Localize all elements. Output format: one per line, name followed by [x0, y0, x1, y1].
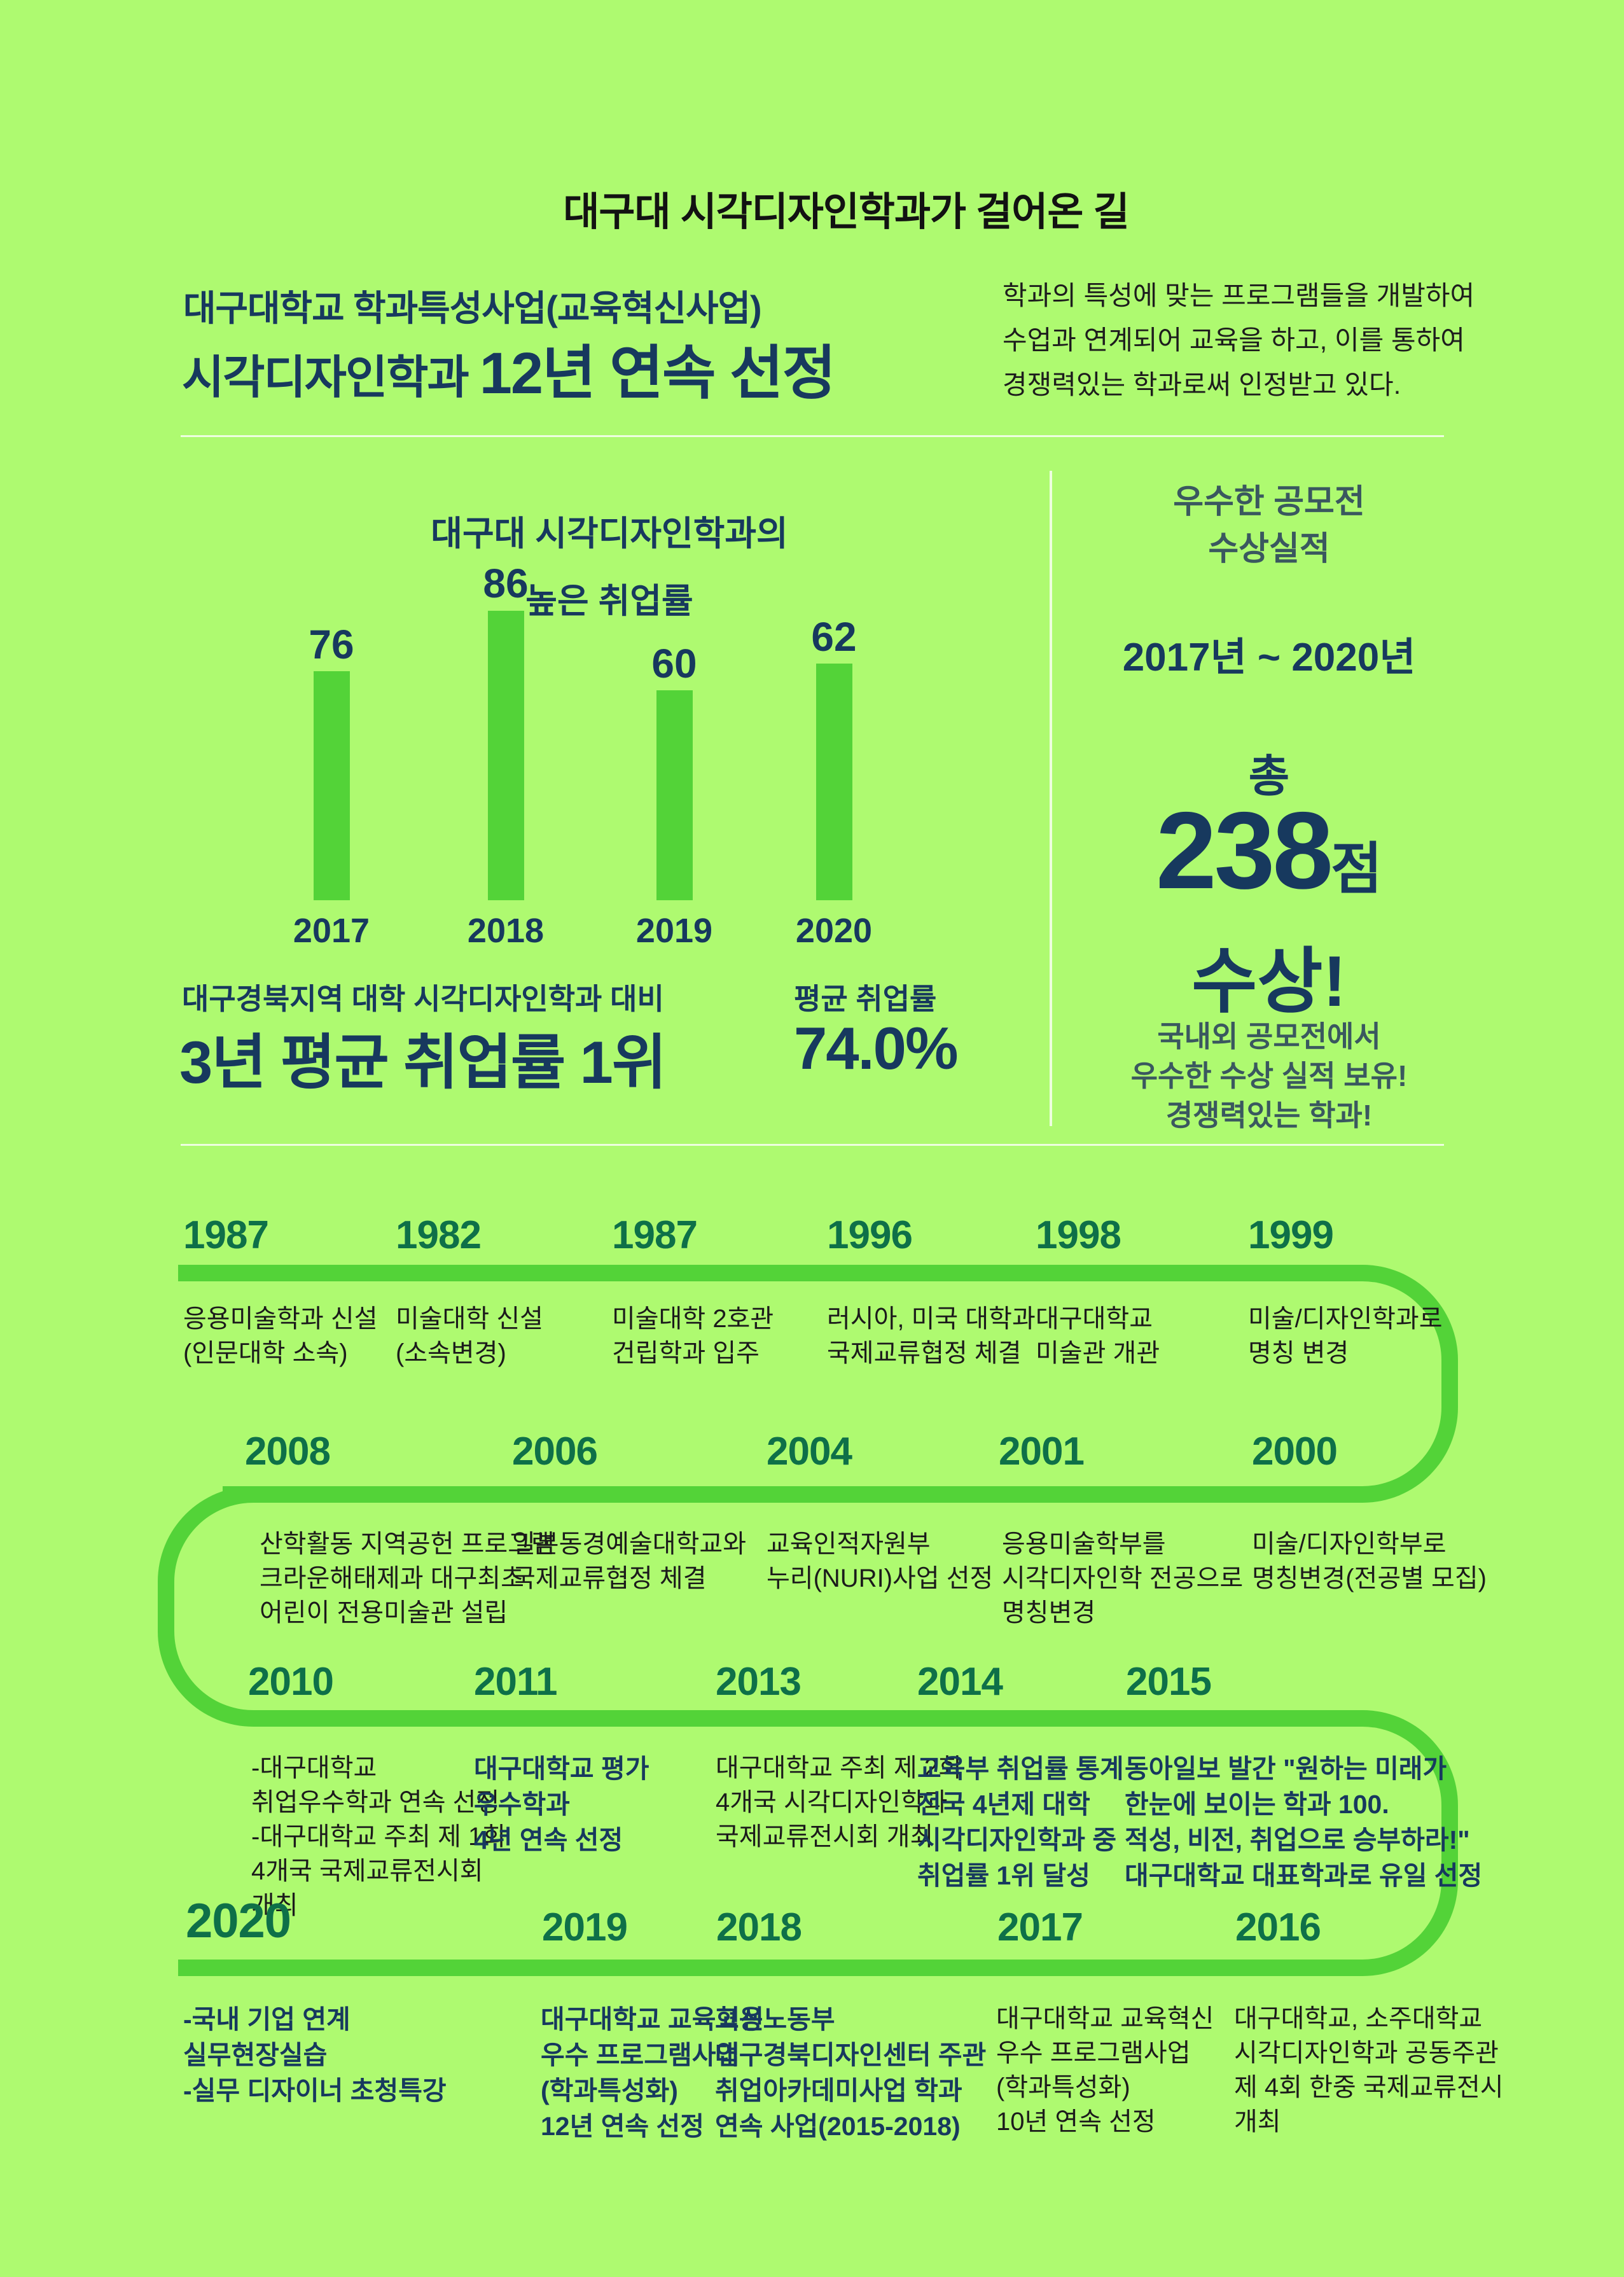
timeline-year: 2017 — [997, 1905, 1083, 1949]
awards-heading: 우수한 공모전 수상실적 — [1173, 484, 1365, 568]
timeline-year: 2010 — [248, 1660, 334, 1704]
timeline-year: 1996 — [827, 1213, 913, 1257]
rank-stat-value: 3년 평균 취업률 1위 — [179, 1029, 667, 1096]
timeline-year: 2018 — [716, 1905, 802, 1949]
awards-footer: 국내외 공모전에서 우수한 수상 실적 보유! 경쟁력있는 학과! — [1130, 1020, 1408, 1132]
axis-label-2017: 2017 — [293, 912, 370, 950]
timeline-entry: 일본동경예술대학교와 국제교류협정 체결 — [512, 1530, 746, 1592]
timeline-year: 2020 — [186, 1894, 291, 1948]
timeline-entry: 응용미술학과 신설 (인문대학 소속) — [183, 1305, 378, 1367]
timeline-year: 2006 — [512, 1430, 598, 1473]
bar-value-2018: 86 — [483, 561, 529, 606]
avg-rate-label: 평균 취업률 — [794, 982, 937, 1015]
page-title: 대구대 시각디자인학과가 걸어온 길 — [563, 190, 1129, 234]
timeline-entry: -대구대학교 취업우수학과 연속 선정 -대구대학교 주최 제 1회 4개국 국제교류… — [251, 1754, 506, 1919]
bar-2020 — [816, 664, 852, 900]
axis-label-2018: 2018 — [467, 912, 545, 950]
awards-word: 수상! — [1191, 942, 1347, 1021]
timeline-entry: 응용미술학부를 시각디자인학 전공으로 명칭변경 — [1002, 1530, 1244, 1627]
timeline-year: 2000 — [1252, 1430, 1338, 1473]
timeline-entry: 고용노동부 대구경북디자인센터 주관 취업아카데미사업 학과 연속 사업(2015-2… — [715, 2005, 987, 2141]
bar-2019 — [656, 690, 693, 900]
timeline-year: 1982 — [396, 1213, 482, 1257]
axis-label-2019: 2019 — [635, 912, 713, 950]
timeline-year: 2011 — [474, 1660, 558, 1704]
timeline-year: 2001 — [999, 1430, 1085, 1473]
timeline-entry: 대구대학교 미술관 개관 — [1036, 1305, 1160, 1367]
timeline-entry: 동아일보 발간 "원하는 미래가 한눈에 보이는 학과 100. 적성, 비전, 취… — [1125, 1754, 1483, 1890]
timeline-year: 1987 — [183, 1213, 269, 1257]
program-subheading-emphasis: 12년 연속 선정 — [479, 341, 836, 406]
timeline-year: 2013 — [716, 1660, 802, 1704]
section-vertical-divider — [1050, 471, 1052, 1126]
timeline-entry: 교육부 취업률 통계 전국 4년제 대학 시각디자인학과 중 취업률 1위 달성 — [917, 1754, 1124, 1890]
bar-2018 — [488, 611, 524, 900]
timeline-track-row1 — [178, 1265, 1209, 1281]
axis-label-2020: 2020 — [795, 912, 873, 950]
awards-number: 238 — [1156, 790, 1333, 912]
rank-stat-label: 대구경북지역 대학 시각디자인학과 대비 — [182, 982, 664, 1015]
timeline-entry: -국내 기업 연계 실무현장실습 -실무 디자이너 초청특강 — [183, 2005, 447, 2105]
timeline-year: 1998 — [1036, 1213, 1121, 1257]
timeline-year: 2019 — [542, 1905, 628, 1949]
avg-rate-value: 74.0% — [794, 1015, 959, 1082]
program-subheading: 시각디자인학과 12년 연속 선정 — [182, 326, 836, 410]
timeline-entry: 대구대학교 평가 우수학과 4년 연속 선정 — [474, 1754, 649, 1855]
timeline-year: 1987 — [612, 1213, 698, 1257]
timeline-entry: 산학활동 지역공헌 프로그램 크라운해태제과 대구최초 어린이 전용미술관 설립 — [260, 1530, 555, 1627]
timeline-divider — [181, 1144, 1444, 1146]
timeline-entry: 미술/디자인학과로 명칭 변경 — [1248, 1305, 1443, 1367]
timeline-track-row3 — [407, 1710, 1209, 1727]
bar-value-2017: 76 — [309, 622, 354, 667]
timeline-year: 1999 — [1248, 1213, 1334, 1257]
program-description: 학과의 특성에 맞는 프로그램들을 개발하여 수업과 연계되어 교육을 하고, 이… — [1003, 281, 1475, 400]
program-subheading-prefix: 시각디자인학과 — [182, 352, 480, 403]
program-heading: 대구대학교 학과특성사업(교육혁신사업) — [183, 288, 762, 328]
timeline-year: 2014 — [917, 1660, 1003, 1704]
timeline-entry: 미술/디자인학부로 명칭변경(전공별 모집) — [1252, 1530, 1487, 1592]
awards-unit: 점 — [1331, 837, 1382, 900]
timeline-entry: 대구대학교, 소주대학교 시각디자인학과 공동주관 제 4회 한중 국제교류전시 개최 — [1234, 2005, 1504, 2136]
timeline-entry: 러시아, 미국 대학과 국제교류협정 체결 — [827, 1305, 1036, 1367]
bar-value-2020: 62 — [811, 614, 857, 660]
timeline-entry: 대구대학교 교육혁신 우수 프로그램사업 (학과특성화) 10년 연속 선정 — [996, 2005, 1214, 2136]
timeline-entry: 대구대학교 주최 제 2회 4개국 시각디자인학과 국제교류전시회 개최 — [716, 1754, 962, 1851]
timeline-entry: 미술대학 2호관 건립학과 입주 — [612, 1305, 774, 1367]
awards-total-number: 238점 — [1156, 788, 1382, 914]
timeline-year: 2015 — [1126, 1660, 1212, 1704]
timeline-entry: 대구대학교 교육혁신 우수 프로그램사업 (학과특성화) 12년 연속 선정 — [541, 2005, 764, 2141]
awards-total-label: 총 — [1248, 751, 1290, 801]
header-divider — [181, 435, 1444, 437]
timeline-year: 2008 — [245, 1430, 331, 1473]
timeline-year: 2016 — [1235, 1905, 1321, 1949]
timeline-entry: 교육인적자원부 누리(NURI)사업 선정 — [767, 1530, 994, 1592]
bar-2017 — [314, 671, 350, 900]
timeline-year: 2004 — [767, 1430, 852, 1473]
timeline-track-row4 — [178, 1960, 1209, 1976]
bar-value-2019: 60 — [651, 641, 697, 686]
awards-period: 2017년 ~ 2020년 — [1122, 636, 1416, 679]
chart-title: 대구대 시각디자인학과의 높은 취업률 — [431, 515, 788, 620]
timeline-entry: 미술대학 신설 (소속변경) — [396, 1305, 543, 1367]
